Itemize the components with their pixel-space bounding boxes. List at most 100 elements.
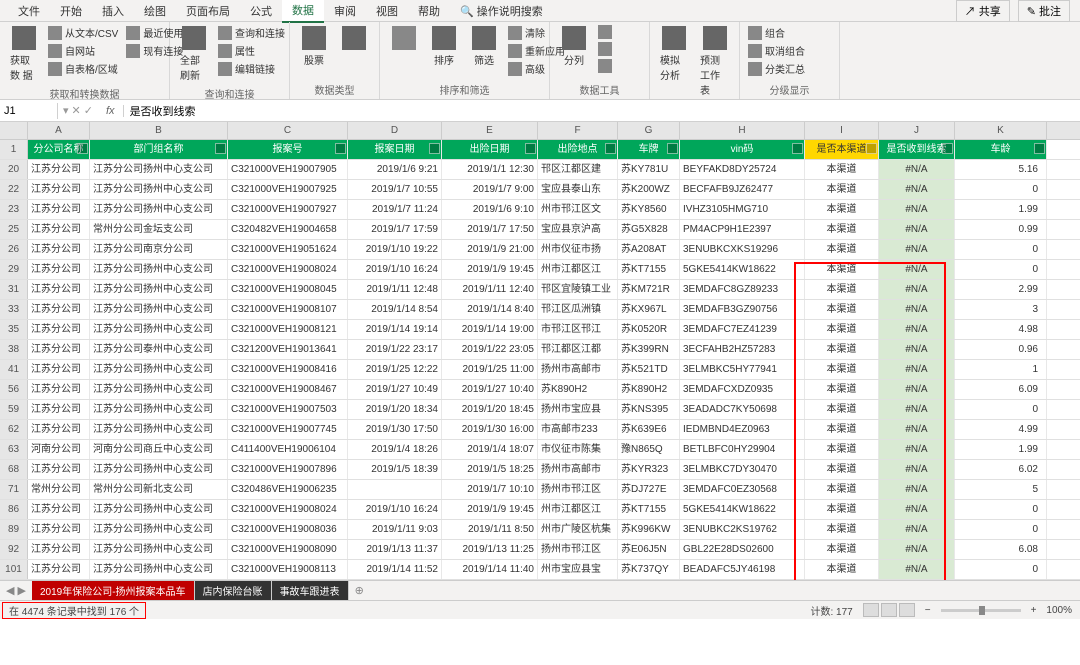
cell[interactable]: 本渠道 bbox=[805, 220, 879, 239]
cell[interactable]: 江苏分公司 bbox=[28, 380, 90, 399]
ribbon-tab-2[interactable]: 插入 bbox=[92, 0, 134, 22]
comments-button[interactable]: ✎ 批注 bbox=[1018, 0, 1070, 22]
cell[interactable]: 常州分公司 bbox=[28, 480, 90, 499]
cell[interactable]: 本渠道 bbox=[805, 320, 879, 339]
cell[interactable]: 邗江区瓜洲镇 bbox=[538, 300, 618, 319]
row-header[interactable]: 29 bbox=[0, 260, 28, 279]
from-table-button[interactable]: 自表格/区域 bbox=[46, 60, 120, 77]
datatype-button[interactable] bbox=[336, 24, 372, 54]
cell[interactable]: 2019/1/9 19:45 bbox=[442, 260, 538, 279]
filter-dropdown-icon[interactable] bbox=[77, 143, 88, 154]
cell[interactable]: 2019/1/7 10:10 bbox=[442, 480, 538, 499]
cell[interactable]: #N/A bbox=[879, 560, 955, 579]
cell[interactable]: 宝应县泰山东 bbox=[538, 180, 618, 199]
cell[interactable]: #N/A bbox=[879, 220, 955, 239]
page-break-button[interactable] bbox=[899, 603, 915, 617]
zoom-in-button[interactable]: + bbox=[1031, 605, 1037, 616]
cell[interactable]: 0 bbox=[955, 560, 1047, 579]
table-header[interactable]: 车牌 bbox=[618, 140, 680, 159]
cell[interactable]: 江苏分公司 bbox=[28, 240, 90, 259]
ribbon-tab-8[interactable]: 视图 bbox=[366, 0, 408, 22]
col-header[interactable]: E bbox=[442, 122, 538, 139]
cell[interactable]: 江苏分公司扬州中心支公司 bbox=[90, 460, 228, 479]
table-header[interactable]: 部门组名称 bbox=[90, 140, 228, 159]
cell[interactable]: 江苏分公司扬州中心支公司 bbox=[90, 200, 228, 219]
cell[interactable]: C321000VEH19008107 bbox=[228, 300, 348, 319]
cell[interactable]: 本渠道 bbox=[805, 500, 879, 519]
sort-az-button[interactable] bbox=[386, 24, 422, 54]
table-header[interactable]: 出险日期 bbox=[442, 140, 538, 159]
cell[interactable]: C321000VEH19008045 bbox=[228, 280, 348, 299]
cell[interactable]: 6.09 bbox=[955, 380, 1047, 399]
cell[interactable]: 江苏分公司 bbox=[28, 500, 90, 519]
cell[interactable]: 江苏分公司 bbox=[28, 320, 90, 339]
cell[interactable]: 0 bbox=[955, 240, 1047, 259]
cell[interactable]: 江苏分公司 bbox=[28, 340, 90, 359]
cell[interactable]: 2019/1/20 18:45 bbox=[442, 400, 538, 419]
ribbon-tab-0[interactable]: 文件 bbox=[8, 0, 50, 22]
row-header[interactable]: 71 bbox=[0, 480, 28, 499]
cell[interactable]: 2019/1/14 19:00 bbox=[442, 320, 538, 339]
cell[interactable]: 2019/1/11 8:50 bbox=[442, 520, 538, 539]
cell[interactable]: 2019/1/11 12:40 bbox=[442, 280, 538, 299]
row-header[interactable]: 59 bbox=[0, 400, 28, 419]
cell[interactable]: 苏K0520R bbox=[618, 320, 680, 339]
cell[interactable]: 本渠道 bbox=[805, 480, 879, 499]
cell[interactable]: 州市仪征市扬 bbox=[538, 240, 618, 259]
cell[interactable]: 宝应县京沪高 bbox=[538, 220, 618, 239]
ribbon-tab-6[interactable]: 数据 bbox=[282, 0, 324, 23]
cell[interactable]: 江苏分公司扬州中心支公司 bbox=[90, 360, 228, 379]
ribbon-tab-5[interactable]: 公式 bbox=[240, 0, 282, 22]
cell[interactable]: 江苏分公司扬州中心支公司 bbox=[90, 300, 228, 319]
search-box[interactable]: 🔍 操作说明搜索 bbox=[450, 0, 553, 22]
cell[interactable]: 州市江都区江 bbox=[538, 260, 618, 279]
cell[interactable]: 本渠道 bbox=[805, 260, 879, 279]
cell[interactable]: 河南分公司商丘中心支公司 bbox=[90, 440, 228, 459]
cell[interactable]: 2019/1/4 18:26 bbox=[348, 440, 442, 459]
cell[interactable]: 0 bbox=[955, 180, 1047, 199]
cell[interactable]: 3EMDAFC7EZ41239 bbox=[680, 320, 805, 339]
cell[interactable]: 本渠道 bbox=[805, 520, 879, 539]
cell[interactable]: C321000VEH19008467 bbox=[228, 380, 348, 399]
cell[interactable]: 2019/1/14 8:54 bbox=[348, 300, 442, 319]
cell[interactable]: 江苏分公司扬州中心支公司 bbox=[90, 180, 228, 199]
sheet-tab[interactable]: 2019年保险公司-扬州报案本品车 bbox=[32, 581, 195, 600]
row-header[interactable]: 63 bbox=[0, 440, 28, 459]
cell[interactable]: 3ECFAHB2HZ57283 bbox=[680, 340, 805, 359]
cell[interactable]: 苏K737QY bbox=[618, 560, 680, 579]
row-header[interactable]: 56 bbox=[0, 380, 28, 399]
cell[interactable]: #N/A bbox=[879, 260, 955, 279]
col-header[interactable]: B bbox=[90, 122, 228, 139]
cell[interactable]: 2019/1/14 8:40 bbox=[442, 300, 538, 319]
cell[interactable]: 江苏分公司扬州中心支公司 bbox=[90, 380, 228, 399]
cell[interactable]: #N/A bbox=[879, 540, 955, 559]
cell[interactable]: 苏A208AT bbox=[618, 240, 680, 259]
cell[interactable]: 本渠道 bbox=[805, 400, 879, 419]
cell[interactable]: 2019/1/10 16:24 bbox=[348, 500, 442, 519]
cell[interactable]: 江苏分公司扬州中心支公司 bbox=[90, 160, 228, 179]
zoom-slider[interactable] bbox=[941, 609, 1021, 612]
filter-dropdown-icon[interactable] bbox=[605, 143, 616, 154]
table-header[interactable]: 车龄 bbox=[955, 140, 1047, 159]
refresh-all-button[interactable]: 全部刷新 bbox=[176, 24, 212, 84]
zoom-out-button[interactable]: − bbox=[925, 605, 931, 616]
row-header[interactable]: 38 bbox=[0, 340, 28, 359]
filter-dropdown-icon[interactable] bbox=[667, 143, 678, 154]
cell[interactable]: IEDMBND4EZ0963 bbox=[680, 420, 805, 439]
cell[interactable]: 2019/1/10 16:24 bbox=[348, 260, 442, 279]
filter-dropdown-icon[interactable] bbox=[1034, 143, 1045, 154]
cell[interactable]: 苏K200WZ bbox=[618, 180, 680, 199]
cell[interactable]: 邗江都区江都 bbox=[538, 340, 618, 359]
subtotal-button[interactable]: 分类汇总 bbox=[746, 60, 807, 77]
cell[interactable]: 2019/1/7 10:55 bbox=[348, 180, 442, 199]
cell[interactable]: 州市邗江区文 bbox=[538, 200, 618, 219]
cell[interactable]: 苏DJ727E bbox=[618, 480, 680, 499]
sheet-tab[interactable]: 事故车跟进表 bbox=[272, 581, 349, 600]
cell[interactable]: #N/A bbox=[879, 280, 955, 299]
cell[interactable]: 江苏分公司扬州中心支公司 bbox=[90, 260, 228, 279]
cell[interactable]: 本渠道 bbox=[805, 440, 879, 459]
cell[interactable]: 苏KYR323 bbox=[618, 460, 680, 479]
filter-button[interactable]: 筛选 bbox=[466, 24, 502, 69]
cell[interactable]: #N/A bbox=[879, 480, 955, 499]
col-header[interactable]: C bbox=[228, 122, 348, 139]
